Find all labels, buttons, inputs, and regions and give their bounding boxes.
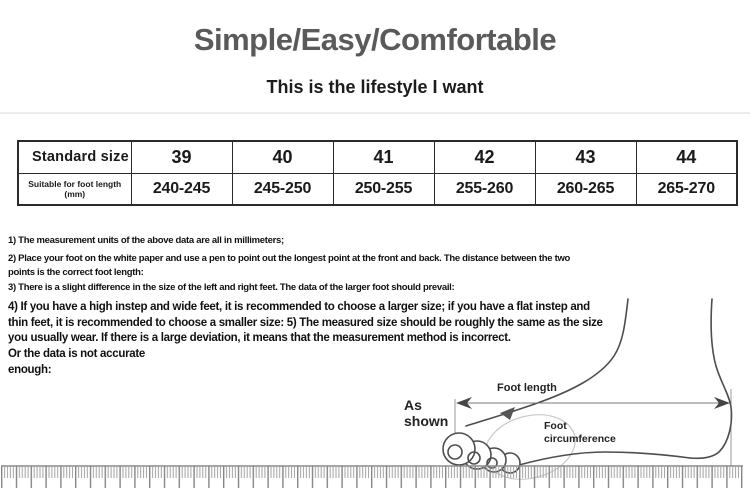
page-subtitle: This is the lifestyle I want <box>266 77 484 97</box>
note-2-line-1: 2) Place your foot on the white paper an… <box>8 253 571 264</box>
foot-circumference-label: Foot circumference <box>544 420 616 445</box>
accuracy-note: Or the data is not accurate enough: <box>8 346 145 378</box>
ruler <box>1 465 743 492</box>
foot-circumference-line-1: Foot <box>544 420 567 432</box>
foot-sole-line <box>518 451 691 466</box>
note-2-line-2: points is the correct foot length: <box>8 266 144 278</box>
size-chart-table: Standard size 39 40 41 42 43 44 Suitable… <box>17 140 738 206</box>
note-4-line-2: thin feet, it is recommended to choose a… <box>8 316 603 329</box>
foot-circumference-arrow <box>500 407 515 420</box>
note-3: 3) There is a slight difference in the s… <box>8 282 455 293</box>
foot-length-row-label: Suitable for foot length (mm) <box>17 172 132 206</box>
note-4-line-3: you usually wear. If there is a large de… <box>8 332 511 344</box>
foot-heel-line <box>689 298 733 460</box>
size-cell: 43 <box>534 140 637 174</box>
as-shown-line-2: shown <box>404 413 449 429</box>
page-title: Simple/Easy/Comfortable <box>193 22 557 57</box>
size-cell: 44 <box>635 140 738 174</box>
table-row-sizes: Standard size 39 40 41 42 43 44 <box>17 140 738 174</box>
standard-size-label: Standard size <box>17 140 132 174</box>
note-1: 1) The measurement units of the above da… <box>8 235 284 246</box>
section-divider <box>0 112 750 114</box>
size-cell: 41 <box>332 140 435 174</box>
as-shown-label: As shown <box>404 397 448 429</box>
foot-length-cell: 240-245 <box>130 172 233 206</box>
foot-length-cell: 265-270 <box>635 172 738 206</box>
size-cell: 40 <box>231 140 334 174</box>
size-cell: 42 <box>433 140 536 174</box>
foot-toes <box>442 432 521 474</box>
foot-length-arrow <box>456 397 730 409</box>
note-2: 2) Place your foot on the white paper an… <box>8 252 570 279</box>
size-cell: 39 <box>130 140 233 174</box>
foot-circumference-line-2: circumference <box>544 432 616 445</box>
note-4-line-1: 4) If you have a high instep and wide fe… <box>8 301 590 313</box>
accuracy-note-line-1: Or the data is not accurate <box>8 348 145 360</box>
foot-length-cell: 255-260 <box>433 172 536 206</box>
table-row-foot-length: Suitable for foot length (mm) 240-245 24… <box>17 172 738 206</box>
accuracy-note-line-2: enough: <box>8 364 52 376</box>
foot-length-cell: 250-255 <box>332 172 435 206</box>
as-shown-line-1: As <box>404 397 422 413</box>
note-4: 4) If you have a high instep and wide fe… <box>8 300 603 347</box>
foot-length-cell: 245-250 <box>231 172 334 206</box>
foot-circumference-ellipse <box>484 414 576 480</box>
foot-length-cell: 260-265 <box>534 172 637 206</box>
foot-length-label: Foot length <box>497 382 557 394</box>
